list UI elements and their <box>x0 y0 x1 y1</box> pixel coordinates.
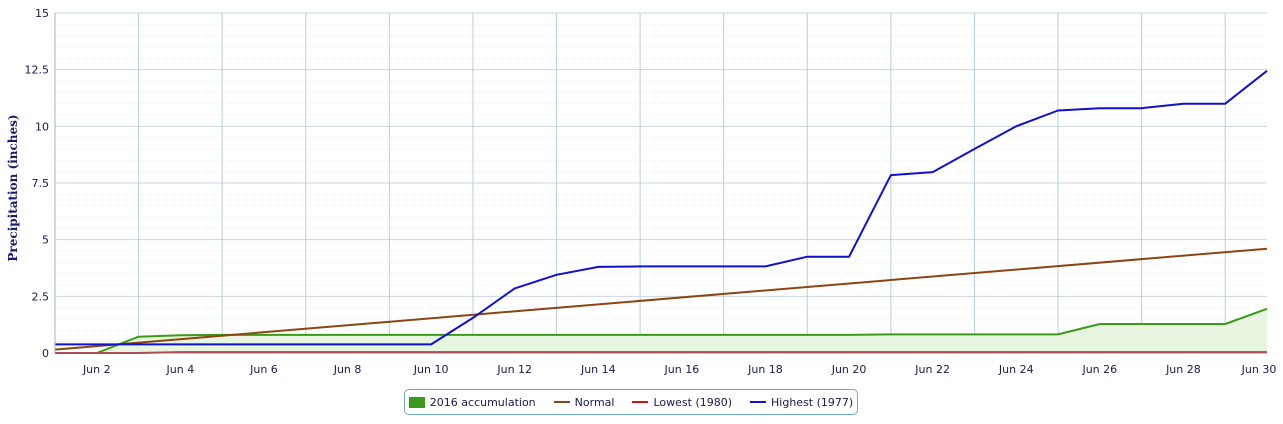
legend-swatch-2016 <box>408 396 425 408</box>
legend-label-lowest: Lowest (1980) <box>653 395 733 409</box>
major-gridlines <box>55 12 1267 354</box>
y-axis-label: Precipitation (inches) <box>6 114 20 261</box>
series-area-2016-accumulation <box>55 308 1267 353</box>
x-tick-label: Jun 24 <box>998 363 1034 376</box>
series-line-highest-1977 <box>55 70 1268 346</box>
x-tick-label: Jun 12 <box>496 363 532 376</box>
x-tick-label: Jun 22 <box>914 363 950 376</box>
y-tick-label: 0 <box>42 347 49 360</box>
legend-item-lowest[interactable]: Lowest (1980) <box>632 396 732 409</box>
legend-item-2016-accumulation[interactable]: 2016 accumulation <box>408 395 536 409</box>
series-line-2016-accumulation <box>55 307 1268 354</box>
tick-labels: 0 2.5 5 7.5 10 12.5 15 Jun 2 Jun 4 Jun 6 Jun 8 Jun … <box>25 7 1277 376</box>
x-tick-label: Jun 26 <box>1081 363 1117 376</box>
x-tick-label: Jun 10 <box>413 363 449 376</box>
x-tick-label: Jun 16 <box>664 363 700 376</box>
y-tick-label: 2.5 <box>32 290 50 303</box>
series-line-normal <box>54 247 1268 351</box>
x-tick-label: Jun 20 <box>831 363 867 376</box>
legend-label-normal: Normal <box>574 395 615 409</box>
legend-item-highest[interactable]: Highest (1977) <box>750 396 853 409</box>
x-tick-label: Jun 14 <box>580 363 616 376</box>
legend-swatch-normal <box>553 401 570 403</box>
x-tick-label: Jun 30 <box>1241 363 1277 376</box>
x-tick-label: Jun 2 <box>82 363 111 376</box>
x-tick-label: Jun 8 <box>333 363 362 376</box>
y-tick-label: 10 <box>35 120 49 133</box>
x-tick-label: Jun 6 <box>249 363 278 376</box>
legend-label-2016: 2016 accumulation <box>429 395 536 409</box>
y-tick-label: 7.5 <box>32 177 50 190</box>
y-tick-label: 12.5 <box>25 64 50 77</box>
x-tick-label: Jun 4 <box>166 363 195 376</box>
y-tick-label: 5 <box>42 234 49 247</box>
legend-swatch-highest <box>750 401 767 403</box>
x-tick-label: Jun 18 <box>747 363 783 376</box>
series-layer <box>54 70 1268 354</box>
legend-swatch-lowest <box>632 401 649 403</box>
legend-label-highest: Highest (1977) <box>771 395 854 409</box>
axes <box>54 13 1267 354</box>
x-tick-label: Jun 28 <box>1165 363 1201 376</box>
chart-legend: 2016 accumulation Normal Lowest (1980) H… <box>404 389 858 415</box>
legend-item-normal[interactable]: Normal <box>553 395 615 409</box>
y-tick-label: 15 <box>35 7 49 20</box>
